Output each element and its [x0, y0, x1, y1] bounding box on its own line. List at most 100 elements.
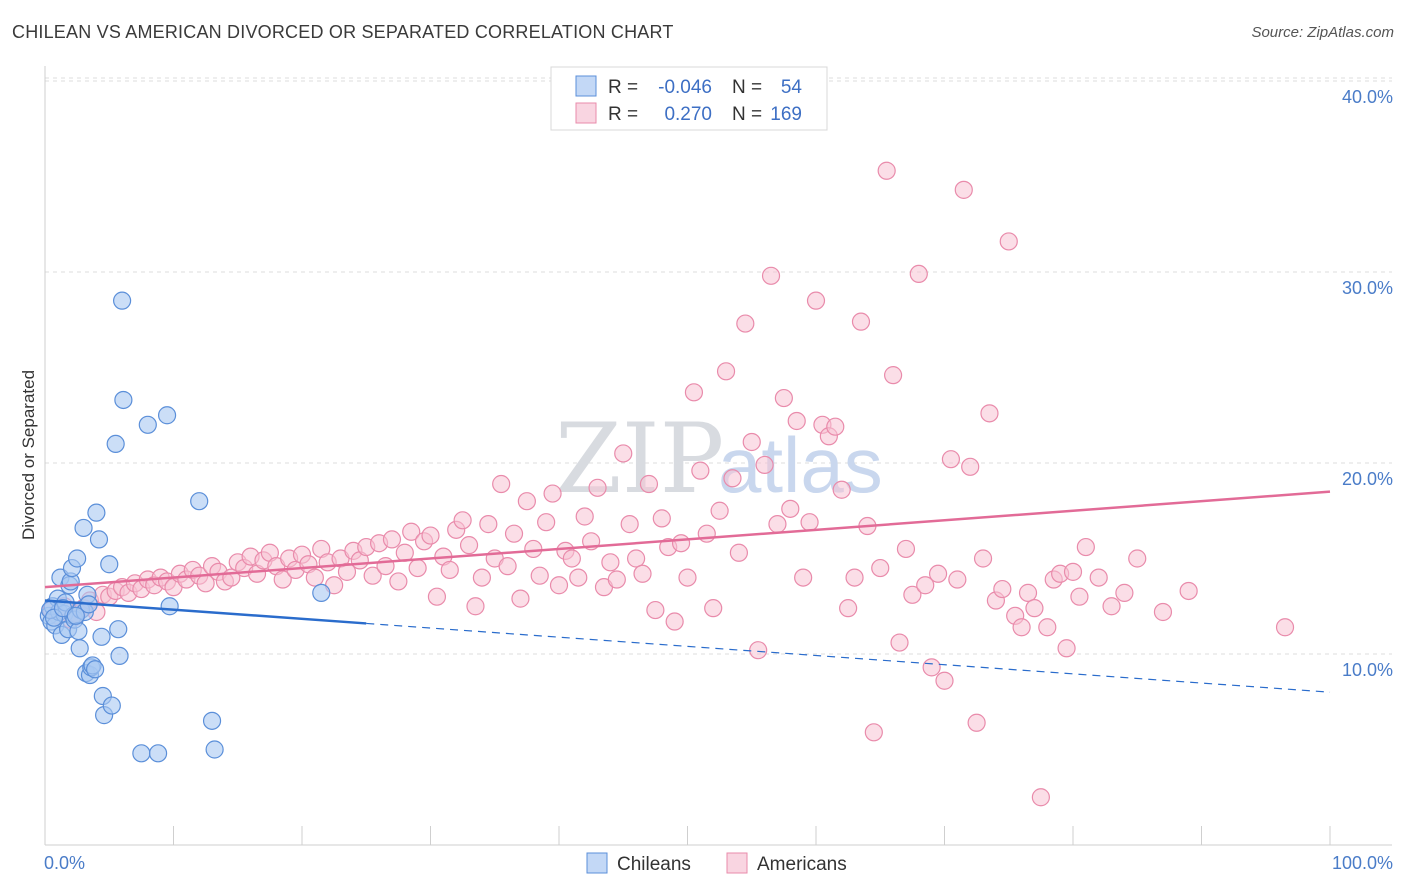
american-point-134	[903, 585, 922, 604]
american-point-128	[864, 723, 883, 742]
american-point-119	[806, 291, 826, 310]
american-point-97	[665, 612, 684, 631]
american-point-129	[871, 558, 890, 578]
american-point-65	[459, 536, 479, 555]
axes	[44, 66, 1392, 846]
chilean-point-36	[106, 434, 125, 453]
bottom-legend-label-chileans: Chileans	[617, 854, 691, 875]
chart-title: CHILEAN VS AMERICAN DIVORCED OR SEPARATE…	[12, 22, 674, 42]
american-point-163	[1102, 597, 1121, 616]
chilean-point-35	[102, 696, 121, 715]
american-point-154	[1031, 788, 1050, 807]
american-point-88	[607, 570, 626, 589]
x-tick-label-max: 100.0%	[1332, 853, 1393, 873]
american-point-108	[736, 314, 755, 333]
legend-n-value-americans: 169	[770, 104, 802, 125]
american-point-99	[678, 568, 697, 587]
american-point-116	[787, 411, 806, 431]
american-point-136	[916, 576, 935, 595]
american-point-149	[999, 232, 1018, 251]
american-point-74	[517, 492, 536, 511]
american-point-94	[646, 600, 665, 620]
american-point-165	[1128, 549, 1147, 568]
american-point-71	[498, 557, 517, 576]
american-point-87	[601, 553, 620, 572]
american-point-53	[382, 530, 402, 549]
chilean-point-53	[66, 606, 85, 625]
watermark-zip: ZIP	[555, 403, 724, 515]
american-point-68	[479, 515, 498, 534]
chileans-trend-line	[44, 599, 367, 625]
americans-trend-line	[44, 490, 1331, 589]
american-point-155	[1038, 618, 1057, 637]
chilean-point-28	[86, 660, 105, 679]
american-point-141	[948, 570, 967, 589]
chilean-point-41	[132, 744, 151, 763]
chilean-point-30	[89, 530, 109, 549]
american-point-81	[562, 549, 581, 568]
american-point-118	[800, 513, 819, 532]
american-point-85	[588, 478, 607, 497]
american-point-130	[877, 161, 896, 180]
american-point-159	[1063, 562, 1083, 581]
american-point-167	[1179, 581, 1198, 601]
american-point-36	[273, 570, 292, 589]
watermark-atlas: atlas	[718, 421, 883, 509]
y-tick-label-1: 20.0%	[1342, 469, 1393, 489]
chilean-point-34	[100, 555, 119, 574]
american-point-82	[569, 568, 588, 587]
legend-r-label-americans: R =	[608, 104, 638, 125]
american-point-72	[504, 524, 524, 543]
chilean-point-43	[148, 744, 168, 763]
american-point-126	[851, 312, 871, 331]
american-point-140	[941, 450, 961, 469]
american-point-138	[928, 564, 948, 583]
y-tick-label-2: 30.0%	[1342, 278, 1393, 298]
chilean-point-47	[202, 711, 222, 730]
american-point-103	[704, 599, 723, 618]
american-point-160	[1070, 587, 1089, 606]
american-point-54	[389, 572, 408, 591]
source-credit: Source: ZipAtlas.com	[1251, 24, 1394, 41]
american-point-137	[922, 658, 941, 677]
american-point-146	[980, 404, 999, 423]
american-point-152	[1018, 583, 1038, 602]
american-point-161	[1076, 537, 1095, 557]
american-point-59	[421, 526, 440, 545]
american-point-60	[427, 587, 447, 606]
legend-n-value-chileans: 54	[781, 77, 803, 98]
chilean-point-46	[190, 492, 209, 511]
american-point-77	[537, 513, 556, 532]
bottom-legend-label-americans: Americans	[757, 854, 847, 875]
american-point-66	[466, 597, 485, 616]
chilean-point-40	[114, 390, 133, 410]
legend-n-label-americans: N =	[732, 104, 762, 125]
american-point-168	[1275, 618, 1295, 637]
american-point-132	[890, 633, 909, 652]
bottom-legend-swatch-chileans	[586, 852, 608, 874]
american-point-107	[729, 543, 749, 562]
legend-r-value-chileans: -0.046	[658, 77, 712, 98]
american-point-148	[993, 579, 1012, 599]
chilean-point-38	[110, 646, 129, 666]
legend-r-value-americans: 0.270	[664, 104, 712, 125]
chilean-point-31	[92, 627, 111, 646]
chilean-point-42	[138, 415, 157, 434]
american-point-166	[1153, 602, 1173, 622]
american-point-106	[723, 469, 742, 488]
chilean-point-45	[160, 597, 179, 616]
american-point-98	[671, 534, 691, 553]
trend-lines	[44, 490, 1331, 693]
american-point-112	[761, 266, 781, 285]
american-point-101	[691, 461, 710, 480]
american-point-100	[684, 383, 704, 402]
chilean-point-29	[87, 503, 106, 522]
legend-box-frame	[550, 66, 828, 131]
legend-r-label-chileans: R =	[608, 77, 638, 98]
american-point-145	[973, 549, 993, 568]
american-point-144	[967, 713, 986, 732]
y-tick-label-0: 10.0%	[1342, 660, 1393, 680]
legend-swatch-chileans	[575, 75, 597, 97]
american-point-90	[620, 515, 639, 534]
